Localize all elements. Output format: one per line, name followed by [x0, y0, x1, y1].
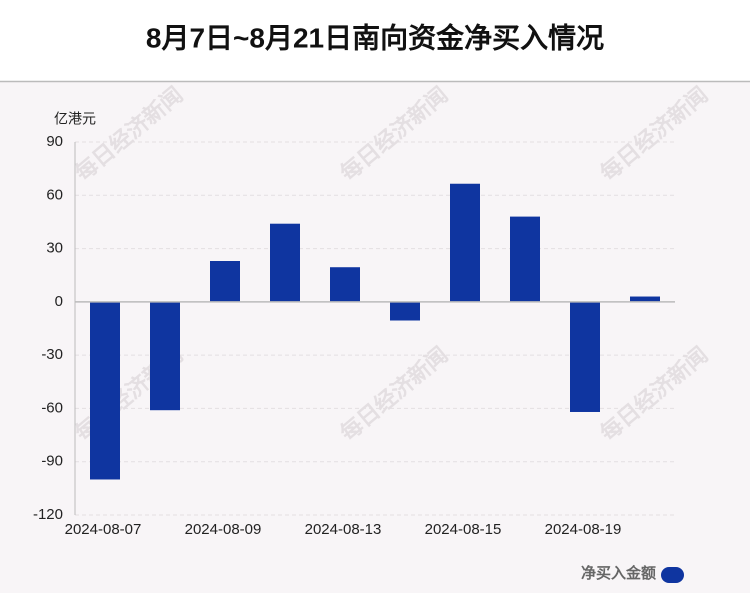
x-tick-label: 2024-08-19	[545, 521, 622, 538]
bar	[330, 267, 360, 302]
y-tick-label: -120	[33, 506, 63, 523]
chart-title: 8月7日~8月21日南向资金净买入情况	[146, 21, 604, 53]
y-tick-label: 90	[46, 133, 63, 150]
bar	[630, 296, 660, 302]
plot-background	[0, 82, 750, 593]
title-band	[0, 0, 750, 82]
y-tick-label: -30	[41, 346, 63, 363]
y-tick-label: -60	[41, 399, 63, 416]
y-tick-label: 30	[46, 240, 63, 257]
x-tick-label: 2024-08-09	[185, 521, 262, 538]
y-tick-label: 60	[46, 186, 63, 203]
bar	[450, 183, 480, 302]
x-tick-label: 2024-08-13	[305, 521, 382, 538]
x-tick-label: 2024-08-15	[425, 521, 502, 538]
bar	[210, 261, 240, 302]
bar	[90, 301, 120, 480]
x-tick-label: 2024-08-07	[65, 521, 142, 538]
y-tick-label: 0	[55, 293, 63, 310]
bar	[510, 216, 540, 302]
legend-label: 净买入金额	[581, 564, 656, 582]
bar	[570, 301, 600, 412]
bar	[390, 301, 420, 321]
y-tick-label: -90	[41, 453, 63, 470]
y-axis-label: 亿港元	[54, 111, 96, 127]
bar	[270, 223, 300, 302]
legend-swatch	[661, 567, 684, 583]
bar	[150, 301, 180, 411]
